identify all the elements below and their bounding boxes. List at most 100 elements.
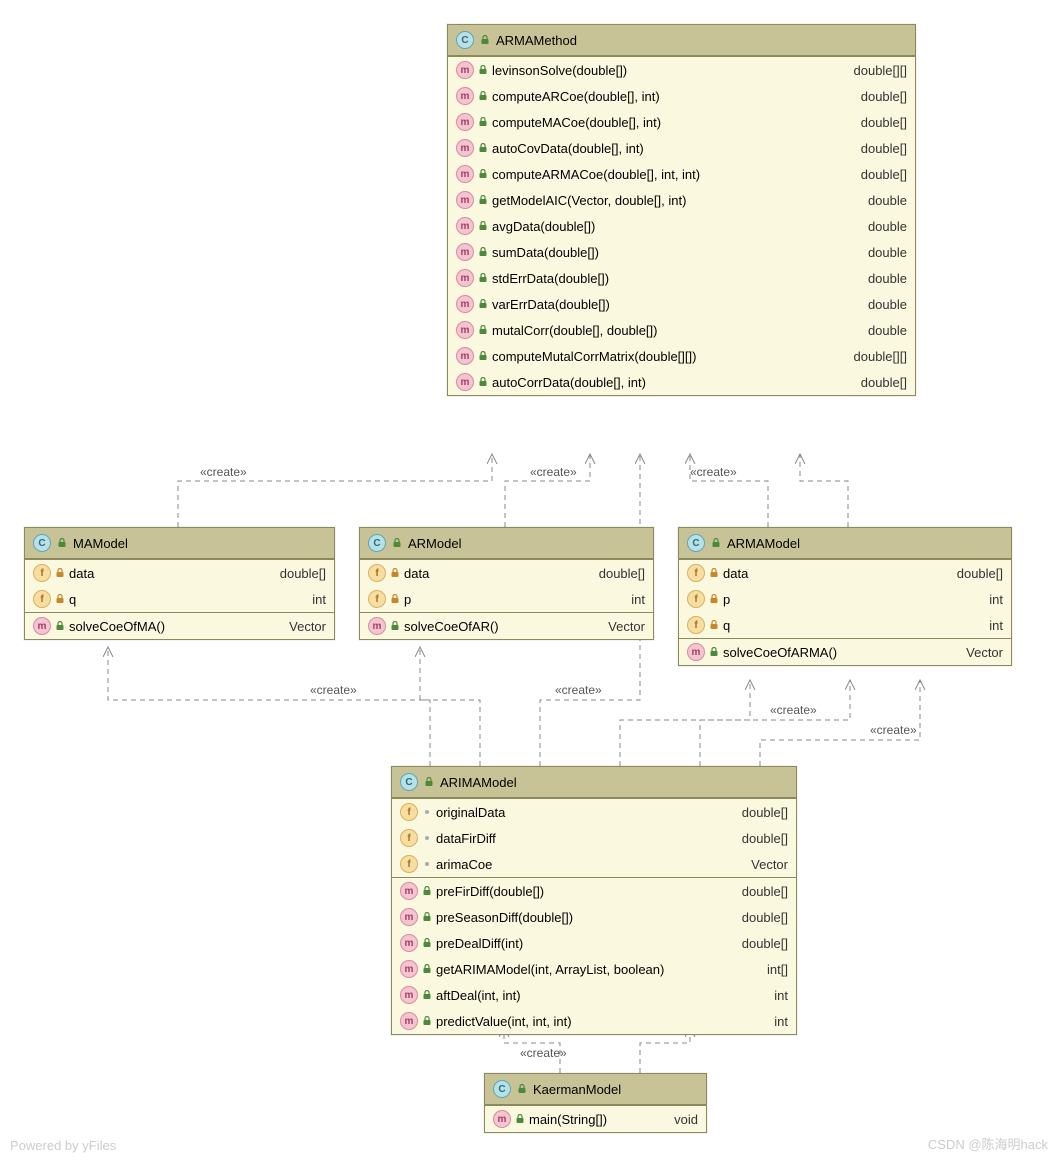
class-header: C ARIMAModel (392, 767, 796, 798)
method-name: aftDeal(int, int) (436, 988, 521, 1003)
method-row: mautoCovData(double[], int)double[] (448, 135, 915, 161)
method-name: getModelAIC(Vector, double[], int) (492, 193, 686, 208)
class-icon: C (400, 773, 418, 791)
method-name: autoCovData(double[], int) (492, 141, 644, 156)
method-row: m getModelAIC(Vector, double[], int) doubl… (448, 187, 915, 213)
method-icon: m (400, 986, 418, 1004)
method-row: msolveCoeOfMA()Vector (25, 613, 334, 639)
watermark-left: Powered by yFiles (10, 1138, 116, 1153)
method-row: mpreSeasonDiff(double[])double[] (392, 904, 796, 930)
method-return: int (774, 988, 788, 1003)
field-name: originalData (436, 805, 505, 820)
edge-label: «create» (870, 723, 917, 737)
field-name: data (404, 566, 429, 581)
method-return: double (868, 323, 907, 338)
field-row: fdataFirDiffdouble[] (392, 825, 796, 851)
methods-section: mlevinsonSolve(double[])double[][]mcompu… (448, 56, 915, 395)
method-return: double[] (861, 375, 907, 390)
method-name: levinsonSolve(double[]) (492, 63, 627, 78)
watermark-right: CSDN @陈海明hack (928, 1134, 1048, 1153)
field-type: int (989, 618, 1003, 633)
method-name: preSeasonDiff(double[]) (436, 910, 573, 925)
field-name: p (723, 592, 730, 607)
method-row: mlevinsonSolve(double[])double[][] (448, 57, 915, 83)
edge (760, 680, 920, 766)
edge-label: «create» (770, 703, 817, 717)
method-icon: m (493, 1110, 511, 1128)
edge (178, 454, 492, 527)
method-row: msumData(double[])double (448, 239, 915, 265)
method-name: solveCoeOfARMA() (723, 645, 837, 660)
method-name: getARIMAModel(int, ArrayList, boolean) (436, 962, 664, 977)
method-row: mpreDealDiff(int)double[] (392, 930, 796, 956)
method-row: mautoCorrData(double[], int)double[] (448, 369, 915, 395)
method-row: mavgData(double[])double (448, 213, 915, 239)
field-type: double[] (957, 566, 1003, 581)
method-row: mmain(String[])void (485, 1106, 706, 1132)
method-icon: m (456, 87, 474, 105)
field-icon: f (368, 564, 386, 582)
method-name: computeARCoe(double[], int) (492, 89, 660, 104)
field-row: fdatadouble[] (360, 560, 653, 586)
method-return: double[] (861, 141, 907, 156)
method-row: msolveCoeOfAR()Vector (360, 613, 653, 639)
method-return: double (868, 193, 907, 208)
method-name: computeMACoe(double[], int) (492, 115, 661, 130)
method-return: double[] (742, 936, 788, 951)
edge (505, 454, 590, 527)
method-icon: m (456, 321, 474, 339)
field-type: double[] (742, 831, 788, 846)
method-icon: m (456, 269, 474, 287)
method-icon: m (456, 165, 474, 183)
class-icon: C (368, 534, 386, 552)
method-icon: m (400, 934, 418, 952)
edge (620, 680, 750, 766)
field-row: f q int (679, 612, 1011, 638)
method-row: msolveCoeOfARMA()Vector (679, 639, 1011, 665)
class-header: CKaermanModel (485, 1074, 706, 1105)
field-icon: f (400, 803, 418, 821)
field-icon: f (687, 616, 705, 634)
method-icon: m (456, 191, 474, 209)
method-return: double (868, 297, 907, 312)
method-row: mcomputeARMACoe(double[], int, int)doubl… (448, 161, 915, 187)
class-header: C ARMAModel (679, 528, 1011, 559)
field-row: fdatadouble[] (25, 560, 334, 586)
method-row: m computeARCoe(double[], int) double[] (448, 83, 915, 109)
method-name: mutalCorr(double[], double[]) (492, 323, 657, 338)
class-icon: C (687, 534, 705, 552)
method-return: void (674, 1112, 698, 1127)
class-ARMAModel: CARMAModelfdatadouble[]fpintfqintmsolveC… (678, 527, 1012, 666)
method-return: double[] (861, 89, 907, 104)
field-name: q (723, 618, 730, 633)
edge (108, 647, 430, 766)
method-name: computeMutalCorrMatrix(double[][]) (492, 349, 696, 364)
edge (420, 647, 480, 766)
method-name: predictValue(int, int, int) (436, 1014, 572, 1029)
field-name: p (404, 592, 411, 607)
field-icon: f (33, 590, 51, 608)
field-icon: f (33, 564, 51, 582)
methods-section: msolveCoeOfMA()Vector (25, 612, 334, 639)
method-icon: m (400, 908, 418, 926)
class-title: ARIMAModel (440, 775, 517, 790)
class-KaermanModel: CKaermanModelmmain(String[])void (484, 1073, 707, 1133)
field-icon: f (368, 590, 386, 608)
class-title: KaermanModel (533, 1082, 621, 1097)
fields-section: fdatadouble[]fpintfqint (679, 559, 1011, 638)
class-title: ARModel (408, 536, 461, 551)
method-name: preFirDiff(double[]) (436, 884, 544, 899)
edge (800, 454, 848, 527)
method-icon: m (456, 347, 474, 365)
class-title: ARMAModel (727, 536, 800, 551)
method-icon: m (400, 882, 418, 900)
method-return: int (774, 1014, 788, 1029)
field-icon: f (400, 829, 418, 847)
field-icon: f (400, 855, 418, 873)
edge-label: «create» (555, 683, 602, 697)
methods-section: msolveCoeOfAR()Vector (360, 612, 653, 639)
class-ARModel: CARModelfdatadouble[]fpintmsolveCoeOfAR(… (359, 527, 654, 640)
class-header: CARMAMethod (448, 25, 915, 56)
method-name: stdErrData(double[]) (492, 271, 609, 286)
field-row: foriginalDatadouble[] (392, 799, 796, 825)
